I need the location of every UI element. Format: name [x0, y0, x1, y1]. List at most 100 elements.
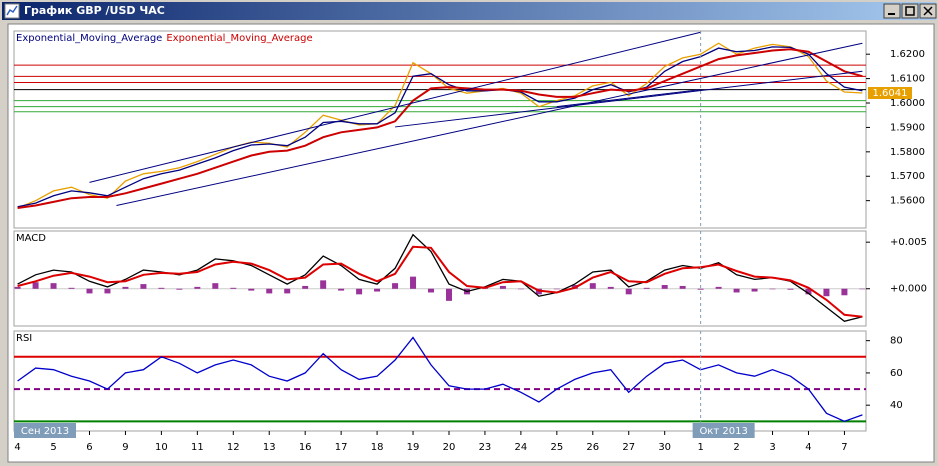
period-label: Сен 2013 [21, 426, 69, 437]
histogram-bar [104, 288, 111, 294]
panel-frame [13, 30, 867, 229]
histogram-bar [517, 288, 524, 290]
histogram-bar [607, 286, 614, 289]
close-glyph [923, 6, 933, 16]
x-tick-label: 4 [14, 442, 20, 453]
histogram-bar [625, 288, 632, 295]
histogram-bar [320, 280, 327, 289]
series-line [17, 48, 863, 209]
histogram-bar [392, 283, 399, 289]
period-label-box [692, 423, 755, 438]
y-tick-label: 1.5900 [890, 122, 925, 133]
histogram-bar [499, 285, 506, 289]
window-icon-glyph [6, 5, 18, 16]
x-tick-label: 23 [479, 442, 492, 453]
x-tick-label: 12 [227, 442, 240, 453]
histogram-bar [679, 285, 686, 289]
histogram-bar [841, 288, 848, 296]
y-tick-label: 1.6200 [890, 49, 925, 60]
x-tick-label: 9 [122, 442, 128, 453]
histogram-bar [445, 288, 452, 301]
x-tick-label: 20 [443, 442, 456, 453]
panel-title: MACD [16, 233, 46, 244]
histogram-bar [248, 288, 255, 291]
histogram-bar [356, 288, 363, 295]
x-tick-label: 10 [155, 442, 168, 453]
y-tick-label: 1.5800 [890, 147, 925, 158]
y-tick-label: 1.5600 [890, 196, 925, 207]
trend-line [395, 70, 863, 128]
minimize-button[interactable] [883, 3, 901, 19]
series-line [17, 42, 863, 209]
histogram-bar [176, 288, 183, 290]
series-line [17, 245, 863, 318]
histogram-bar [86, 288, 93, 294]
x-tick-label: 6 [86, 442, 92, 453]
histogram-bar [284, 288, 291, 294]
x-tick-label: 27 [622, 442, 635, 453]
y-tick-label: 40 [890, 400, 903, 411]
legend-entry: Exponential_Moving_Average [166, 33, 312, 44]
histogram-bar [823, 288, 830, 297]
histogram-bar [410, 276, 417, 289]
y-tick-label: 60 [890, 368, 903, 379]
trend-line [89, 31, 701, 183]
x-tick-label: 30 [658, 442, 671, 453]
histogram-bar [194, 286, 201, 289]
histogram-bar [733, 288, 740, 293]
panel-title: RSI [16, 333, 32, 344]
histogram-bar [553, 288, 560, 290]
histogram-bar [212, 283, 219, 289]
histogram-bar [589, 283, 596, 289]
histogram-bar [428, 288, 435, 293]
y-tick-label: 1.6100 [890, 74, 925, 85]
histogram-bar [302, 285, 309, 289]
x-tick-label: 19 [407, 442, 420, 453]
x-tick-label: 3 [769, 442, 775, 453]
histogram-bar [859, 288, 866, 290]
histogram-bar [338, 288, 345, 291]
histogram-bar [661, 285, 668, 289]
x-tick-label: 26 [586, 442, 599, 453]
histogram-bar [266, 288, 273, 294]
y-tick-label: 1.5700 [890, 171, 925, 182]
histogram-bar [140, 284, 147, 289]
x-tick-label: 24 [515, 442, 528, 453]
x-tick-label: 2 [733, 442, 739, 453]
trend-line [556, 89, 701, 108]
histogram-bar [50, 283, 57, 289]
histogram-bar [805, 288, 812, 295]
y-tick-label: 1.6000 [890, 98, 925, 109]
window-buttons[interactable] [883, 3, 937, 19]
x-tick-label: 25 [550, 442, 563, 453]
y-tick-label: +0.005 [890, 237, 927, 248]
histogram-bar [715, 286, 722, 289]
histogram-bar [697, 288, 704, 290]
panel-frame [13, 330, 867, 432]
trend-line [116, 42, 863, 207]
period-label: Окт 2013 [699, 426, 747, 437]
x-tick-label: 17 [335, 442, 348, 453]
title-bar [2, 2, 936, 20]
histogram-bar [374, 288, 381, 292]
y-tick-label: +0.000 [890, 284, 927, 295]
histogram-bar [68, 287, 75, 289]
histogram-bar [230, 287, 237, 289]
x-tick-label: 13 [263, 442, 276, 453]
x-tick-label: 18 [371, 442, 384, 453]
maximize-glyph [905, 6, 915, 16]
period-label-box [14, 423, 76, 438]
histogram-bar [158, 287, 165, 289]
panel-frame [13, 230, 867, 327]
panel-plot [14, 42, 866, 209]
x-tick-label: 7 [841, 442, 847, 453]
series-line [17, 46, 863, 208]
panel-plot [14, 233, 866, 323]
panel-plot [14, 336, 866, 423]
histogram-bar [769, 288, 776, 290]
maximize-button[interactable] [901, 3, 919, 19]
series-line [17, 336, 863, 422]
histogram-bar [643, 287, 650, 289]
